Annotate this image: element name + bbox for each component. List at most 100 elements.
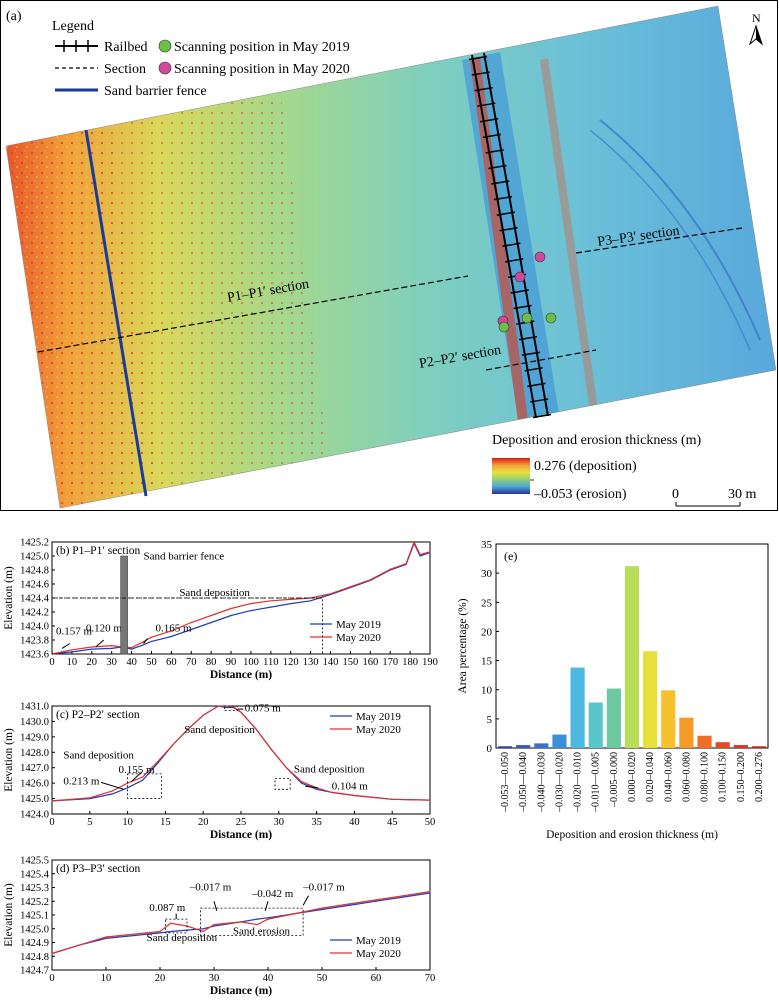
x-tick-label: 30: [209, 973, 220, 984]
x-tick-label: 110: [263, 657, 278, 668]
y-tick-label: 1428.0: [20, 748, 49, 759]
panel-label: (a): [6, 9, 22, 24]
data-point: [267, 917, 269, 919]
rail-tick: [518, 335, 538, 341]
annotation-label: 0.165 m: [155, 623, 192, 635]
data-point: [349, 586, 352, 588]
data-point: [105, 937, 107, 939]
x-tick-label: 25: [236, 817, 247, 828]
x-tick-label: 50: [317, 973, 328, 984]
data-point: [429, 799, 431, 801]
legend-section: Section: [104, 62, 146, 77]
histogram-bar: [497, 746, 513, 748]
data-point: [130, 647, 133, 649]
y-tick-label: 1424.8: [20, 952, 49, 963]
y-tick-label: 20: [481, 626, 493, 638]
rail-tick: [485, 149, 504, 154]
x-tick-label: –0.020––0.010: [573, 752, 584, 813]
rail-tick: [524, 367, 543, 372]
data-point: [140, 645, 143, 647]
x-tick-label: 20: [198, 817, 209, 828]
data-point: [240, 711, 242, 713]
data-point: [389, 568, 391, 570]
chart-p3-section: 0 10 20 30 40 50 60 70 1424.7 1424.8 1424.9 1425.0 1…: [3, 856, 435, 998]
data-point: [290, 598, 292, 600]
x-tick-label: 10: [122, 817, 133, 828]
colorbar: [492, 458, 530, 494]
histogram-bar: [643, 651, 658, 748]
legend-label: May 2019: [356, 711, 401, 723]
data-point: [170, 922, 172, 924]
annotation-arrow: [100, 781, 124, 790]
x-tick-label: –0.005–0.000: [609, 752, 620, 808]
data-point: [240, 921, 242, 923]
annotation-label: –0.042 m: [251, 888, 294, 900]
x-tick-label: 80: [206, 657, 217, 668]
data-point: [157, 762, 159, 764]
annotation-label: 0.155 m: [119, 764, 156, 776]
chart-title: (c) P2–P2′ section: [56, 709, 140, 721]
x-axis-label: Deposition and erosion thickness (m): [546, 829, 718, 841]
north-arrow-icon: N: [748, 11, 764, 46]
y-tick-label: 1424.4: [20, 594, 50, 605]
x-tick-label: 0: [49, 973, 54, 984]
histogram-bar: [624, 566, 640, 748]
annotation-label: 0.104 m: [332, 780, 369, 792]
data-point: [170, 635, 172, 638]
histogram-bar: [733, 745, 748, 748]
x-tick-label: 0: [49, 817, 54, 828]
y-tick-label: 1425.0: [20, 794, 49, 805]
data-point: [111, 793, 114, 795]
data-point: [256, 924, 258, 926]
data-point: [213, 925, 215, 927]
y-tick-label: 1430.0: [20, 717, 49, 728]
histogram-bar: [697, 735, 712, 748]
data-point: [140, 642, 143, 644]
legend-label: May 2019: [336, 619, 381, 631]
data-point: [190, 621, 192, 624]
scale-bar: 0 30 m: [672, 487, 757, 507]
legend-scan-2019: Scanning position in May 2019: [174, 40, 350, 55]
data-point: [419, 554, 421, 556]
x-tick-label: –0.050––0.040: [518, 752, 529, 813]
section-p2: [485, 349, 597, 371]
data-point: [150, 640, 153, 642]
x-tick-label: 10: [67, 657, 78, 668]
x-tick-label: –0.053––0.050: [500, 752, 511, 813]
y-tick-label: 1424.7: [20, 966, 49, 977]
y-tick-label: 30: [481, 568, 493, 580]
data-point: [78, 944, 80, 946]
data-point: [71, 651, 73, 653]
scan-2019-point: [521, 312, 533, 324]
y-tick-label: 1426.0: [20, 779, 49, 790]
data-point: [300, 782, 303, 784]
highlight-box: [200, 907, 304, 937]
chart-title: (d) P3–P3′ section: [56, 863, 141, 875]
data-point: [429, 892, 431, 894]
data-point: [391, 798, 393, 800]
x-tick-label: 40: [126, 657, 137, 668]
y-tick-label: 1425.4: [20, 869, 50, 880]
rail-tick: [499, 226, 518, 232]
annotation-arrow: [61, 643, 71, 649]
x-tick-label: 0.100–0.150: [718, 752, 729, 802]
annotation-label: 0.120 m: [86, 623, 123, 635]
x-tick-label: –0.030––0.020: [554, 752, 565, 813]
data-point: [353, 794, 355, 797]
data-point: [270, 748, 272, 750]
y-tick-label: 1424.0: [20, 810, 49, 821]
data-point: [190, 628, 192, 631]
y-tick-label: 0: [487, 743, 493, 755]
x-tick-label: 190: [422, 657, 438, 668]
rail-tick: [491, 180, 510, 185]
annotation-label: –0.017 m: [189, 881, 232, 893]
deposition-map: [6, 6, 776, 508]
legend-railbed: Railbed: [104, 40, 148, 55]
y-tick-label: 1424.8: [20, 566, 49, 577]
data-point: [232, 706, 235, 708]
data-point: [402, 896, 404, 898]
series-line-may-2019: [51, 705, 431, 802]
data-point: [250, 603, 252, 605]
rail-tick: [482, 133, 502, 139]
y-tick-label: 1425.2: [20, 538, 49, 549]
